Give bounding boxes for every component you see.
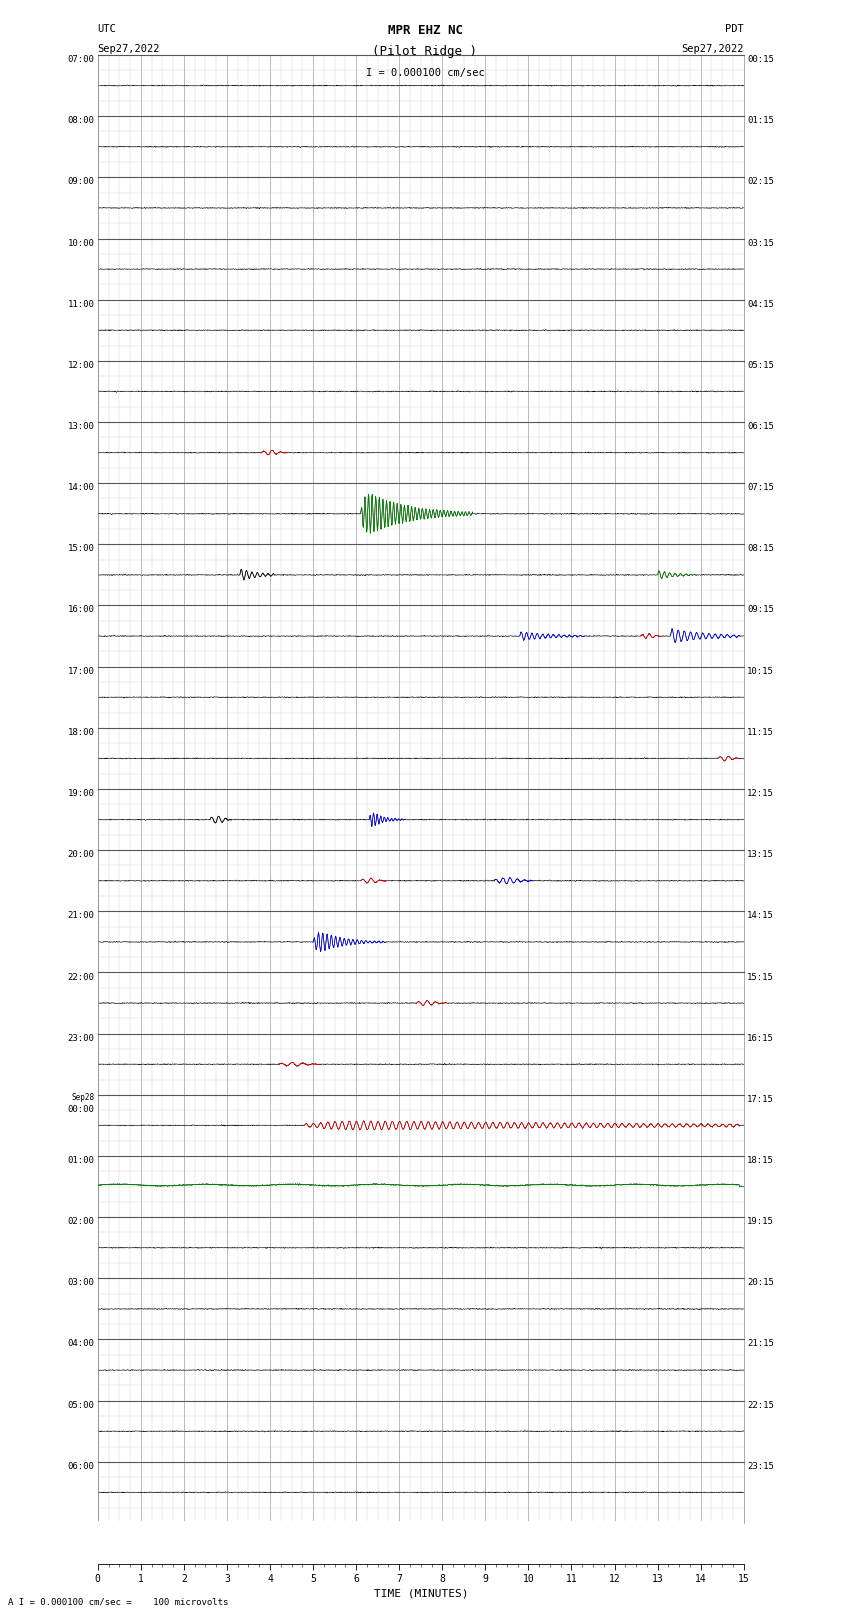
Text: 07:00: 07:00 <box>67 55 94 65</box>
Text: 04:00: 04:00 <box>67 1339 94 1348</box>
Text: 22:00: 22:00 <box>67 973 94 981</box>
Text: 10:15: 10:15 <box>747 666 774 676</box>
Text: 08:15: 08:15 <box>747 544 774 553</box>
Text: 11:15: 11:15 <box>747 727 774 737</box>
Text: Sep28: Sep28 <box>71 1094 94 1102</box>
Text: (Pilot Ridge ): (Pilot Ridge ) <box>372 45 478 58</box>
Text: 17:00: 17:00 <box>67 666 94 676</box>
Text: 14:00: 14:00 <box>67 484 94 492</box>
Text: 04:15: 04:15 <box>747 300 774 308</box>
Text: 09:00: 09:00 <box>67 177 94 187</box>
Text: 19:00: 19:00 <box>67 789 94 798</box>
Text: 20:00: 20:00 <box>67 850 94 860</box>
Text: 16:00: 16:00 <box>67 605 94 615</box>
Text: 11:00: 11:00 <box>67 300 94 308</box>
Text: Sep27,2022: Sep27,2022 <box>98 44 161 53</box>
Text: MPR EHZ NC: MPR EHZ NC <box>388 24 462 37</box>
Text: 08:00: 08:00 <box>67 116 94 126</box>
Text: 21:00: 21:00 <box>67 911 94 921</box>
Text: PDT: PDT <box>725 24 744 34</box>
Text: 18:00: 18:00 <box>67 727 94 737</box>
Text: 02:15: 02:15 <box>747 177 774 187</box>
Text: 14:15: 14:15 <box>747 911 774 921</box>
Text: I = 0.000100 cm/sec: I = 0.000100 cm/sec <box>366 68 484 77</box>
Text: 18:15: 18:15 <box>747 1157 774 1165</box>
Text: 23:00: 23:00 <box>67 1034 94 1042</box>
Text: UTC: UTC <box>98 24 116 34</box>
Text: 09:15: 09:15 <box>747 605 774 615</box>
Text: 00:00: 00:00 <box>67 1105 94 1113</box>
Text: 19:15: 19:15 <box>747 1218 774 1226</box>
Text: 13:15: 13:15 <box>747 850 774 860</box>
Text: 13:00: 13:00 <box>67 423 94 431</box>
Text: Sep27,2022: Sep27,2022 <box>681 44 744 53</box>
Text: 06:00: 06:00 <box>67 1461 94 1471</box>
Text: 12:15: 12:15 <box>747 789 774 798</box>
Text: 03:00: 03:00 <box>67 1279 94 1287</box>
Text: 16:15: 16:15 <box>747 1034 774 1042</box>
Text: 07:15: 07:15 <box>747 484 774 492</box>
Text: 02:00: 02:00 <box>67 1218 94 1226</box>
Text: 17:15: 17:15 <box>747 1095 774 1103</box>
Text: 21:15: 21:15 <box>747 1339 774 1348</box>
Text: 00:15: 00:15 <box>747 55 774 65</box>
Text: 05:15: 05:15 <box>747 361 774 369</box>
Text: 03:15: 03:15 <box>747 239 774 247</box>
Text: 12:00: 12:00 <box>67 361 94 369</box>
Text: 23:15: 23:15 <box>747 1461 774 1471</box>
Text: 01:15: 01:15 <box>747 116 774 126</box>
Text: 05:00: 05:00 <box>67 1400 94 1410</box>
X-axis label: TIME (MINUTES): TIME (MINUTES) <box>373 1589 468 1598</box>
Text: 06:15: 06:15 <box>747 423 774 431</box>
Text: 10:00: 10:00 <box>67 239 94 247</box>
Text: 20:15: 20:15 <box>747 1279 774 1287</box>
Text: A I = 0.000100 cm/sec =    100 microvolts: A I = 0.000100 cm/sec = 100 microvolts <box>8 1597 229 1607</box>
Text: 22:15: 22:15 <box>747 1400 774 1410</box>
Text: 15:15: 15:15 <box>747 973 774 981</box>
Text: 15:00: 15:00 <box>67 544 94 553</box>
Text: 01:00: 01:00 <box>67 1157 94 1165</box>
